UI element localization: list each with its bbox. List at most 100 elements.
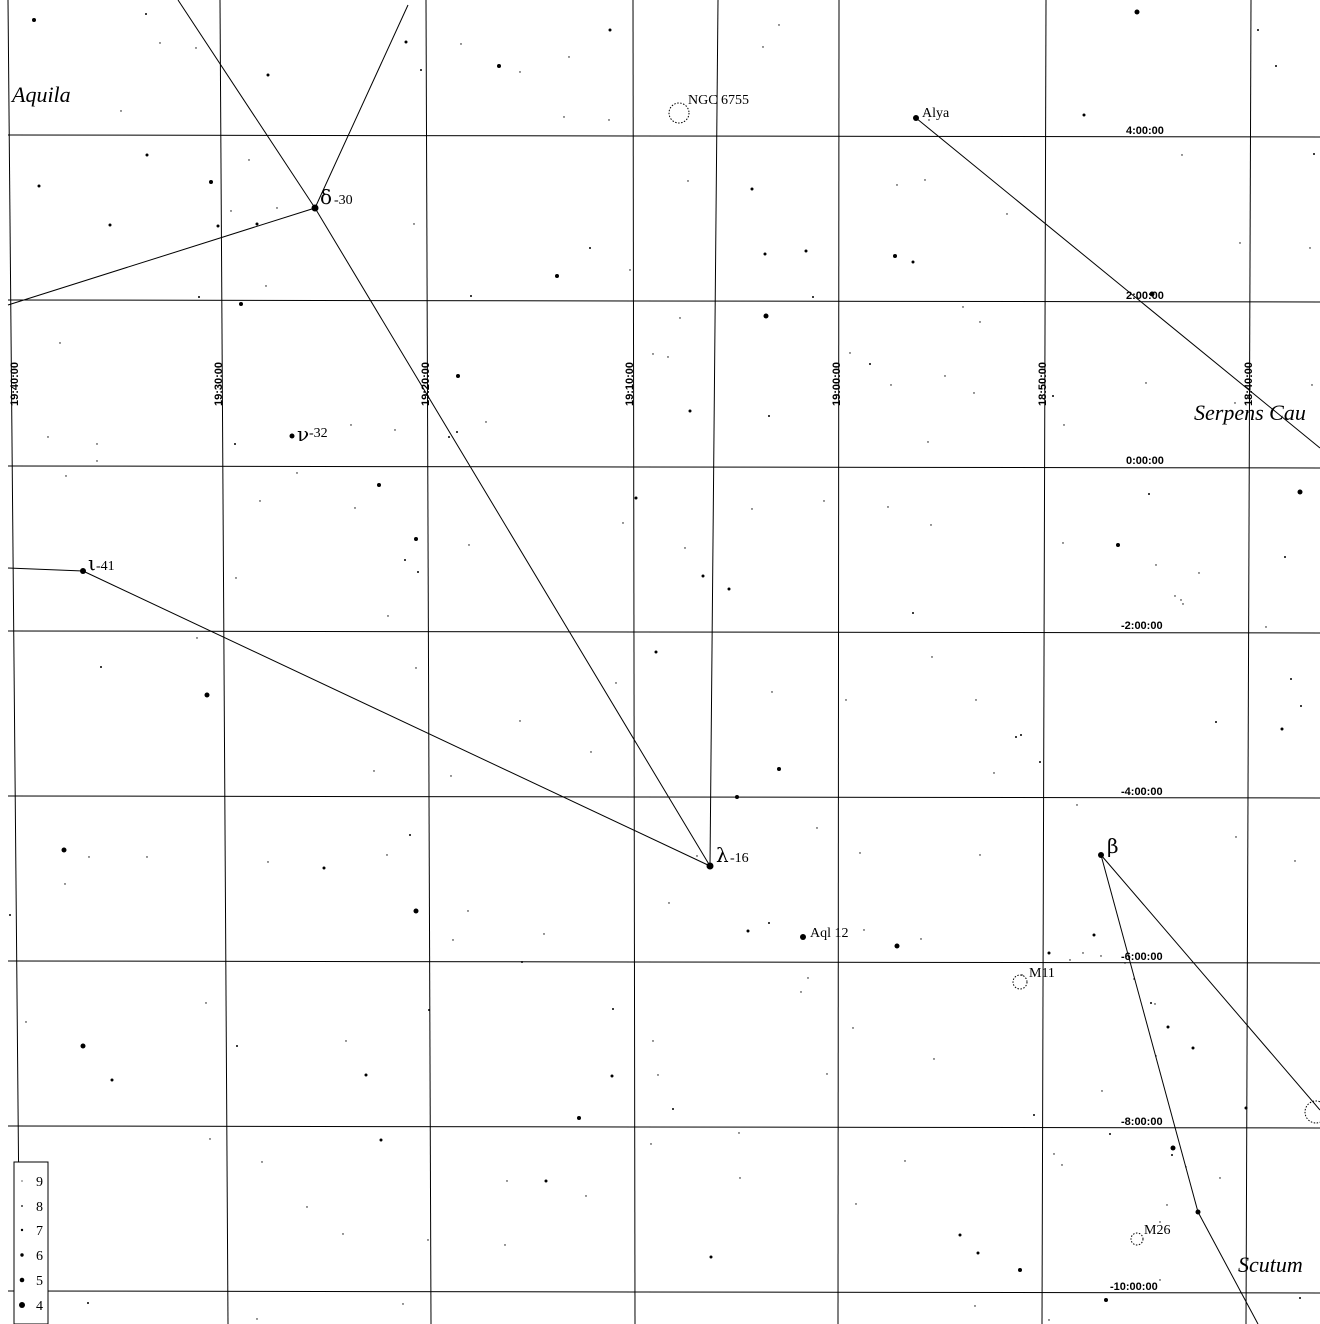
background-star xyxy=(701,574,705,578)
background-star xyxy=(1275,65,1277,67)
background-star xyxy=(652,1040,654,1042)
background-star xyxy=(37,184,41,188)
background-star xyxy=(849,352,851,354)
background-star xyxy=(1170,1145,1176,1151)
background-star xyxy=(859,852,861,854)
legend-label: 7 xyxy=(36,1224,43,1239)
background-star xyxy=(1092,933,1096,937)
background-star xyxy=(1299,1297,1301,1299)
background-star xyxy=(912,612,914,614)
background-star xyxy=(354,507,356,509)
background-star xyxy=(373,770,375,772)
background-star xyxy=(890,384,892,386)
background-star xyxy=(771,691,773,693)
background-star xyxy=(276,207,278,209)
background-star xyxy=(1052,395,1054,397)
background-star xyxy=(267,861,269,863)
background-star xyxy=(32,18,36,22)
legend-label: 6 xyxy=(36,1249,43,1264)
background-star xyxy=(800,991,802,993)
background-star xyxy=(709,1255,713,1259)
background-star xyxy=(266,73,270,77)
background-star xyxy=(763,313,769,319)
background-star xyxy=(777,767,781,771)
background-star xyxy=(364,1073,368,1077)
background-star xyxy=(1280,727,1284,731)
background-star xyxy=(1134,9,1140,15)
deep-sky-objects xyxy=(668,102,1320,1246)
dso-m11-marker xyxy=(1012,974,1028,990)
background-star xyxy=(230,210,232,212)
ra-label: 19:00:00 xyxy=(831,362,843,406)
background-star xyxy=(386,854,388,856)
background-star xyxy=(1133,978,1135,980)
background-star xyxy=(428,1009,430,1011)
background-star xyxy=(159,42,161,44)
background-star xyxy=(1053,1153,1055,1155)
star-beta xyxy=(1098,852,1104,858)
background-star xyxy=(1076,804,1078,806)
background-star xyxy=(894,943,900,949)
background-star xyxy=(629,269,631,271)
background-star xyxy=(195,47,197,49)
background-star xyxy=(216,224,220,228)
background-star xyxy=(778,24,780,26)
background-star xyxy=(1109,1133,1111,1135)
label-m26: M26 xyxy=(1144,1223,1170,1238)
background-star xyxy=(110,1078,114,1082)
background-star xyxy=(236,1045,238,1047)
background-star xyxy=(826,1073,828,1075)
background-star xyxy=(739,1177,741,1179)
background-star xyxy=(688,409,692,413)
background-star xyxy=(845,699,847,701)
background-star xyxy=(855,1203,857,1205)
background-star xyxy=(1239,242,1241,244)
background-star xyxy=(904,1160,906,1162)
background-star xyxy=(1191,1046,1195,1050)
background-star xyxy=(1300,705,1302,707)
label-delta-num: -30 xyxy=(334,193,353,208)
star-aql12 xyxy=(800,934,806,940)
background-star xyxy=(1100,955,1102,957)
background-star xyxy=(448,436,450,438)
background-star xyxy=(657,1074,659,1076)
background-star xyxy=(259,500,261,502)
background-star xyxy=(456,431,458,433)
background-star xyxy=(9,914,11,916)
background-star xyxy=(1021,974,1023,976)
background-star xyxy=(1313,153,1315,155)
background-star xyxy=(1297,489,1303,495)
background-star xyxy=(1235,836,1237,838)
background-star xyxy=(296,472,298,474)
background-star xyxy=(96,460,98,462)
background-star xyxy=(1198,572,1200,574)
background-star xyxy=(306,1206,308,1208)
background-star xyxy=(615,682,617,684)
background-star xyxy=(519,71,521,73)
background-star xyxy=(198,296,200,298)
background-star xyxy=(413,908,419,914)
background-star xyxy=(100,666,102,668)
background-star xyxy=(993,772,995,774)
background-star xyxy=(1171,1154,1173,1156)
dec-label: -2:00:00 xyxy=(1121,620,1163,632)
background-star xyxy=(377,483,381,487)
background-star xyxy=(519,720,521,722)
background-star xyxy=(209,180,213,184)
background-star xyxy=(427,1239,429,1241)
legend-dot-5 xyxy=(19,1277,25,1283)
label-ngc6755: NGC 6755 xyxy=(688,93,749,108)
background-star xyxy=(589,247,591,249)
ra-label: 18:40:00 xyxy=(1243,362,1255,406)
background-star xyxy=(239,302,243,306)
background-star xyxy=(504,1244,506,1246)
background-star xyxy=(684,547,686,549)
background-star xyxy=(415,667,417,669)
background-star xyxy=(255,222,259,226)
background-star xyxy=(467,910,469,912)
background-star xyxy=(979,854,981,856)
background-star xyxy=(735,795,739,799)
star-alya xyxy=(913,115,919,121)
background-star xyxy=(804,249,808,253)
dec-label: -8:00:00 xyxy=(1121,1116,1163,1128)
